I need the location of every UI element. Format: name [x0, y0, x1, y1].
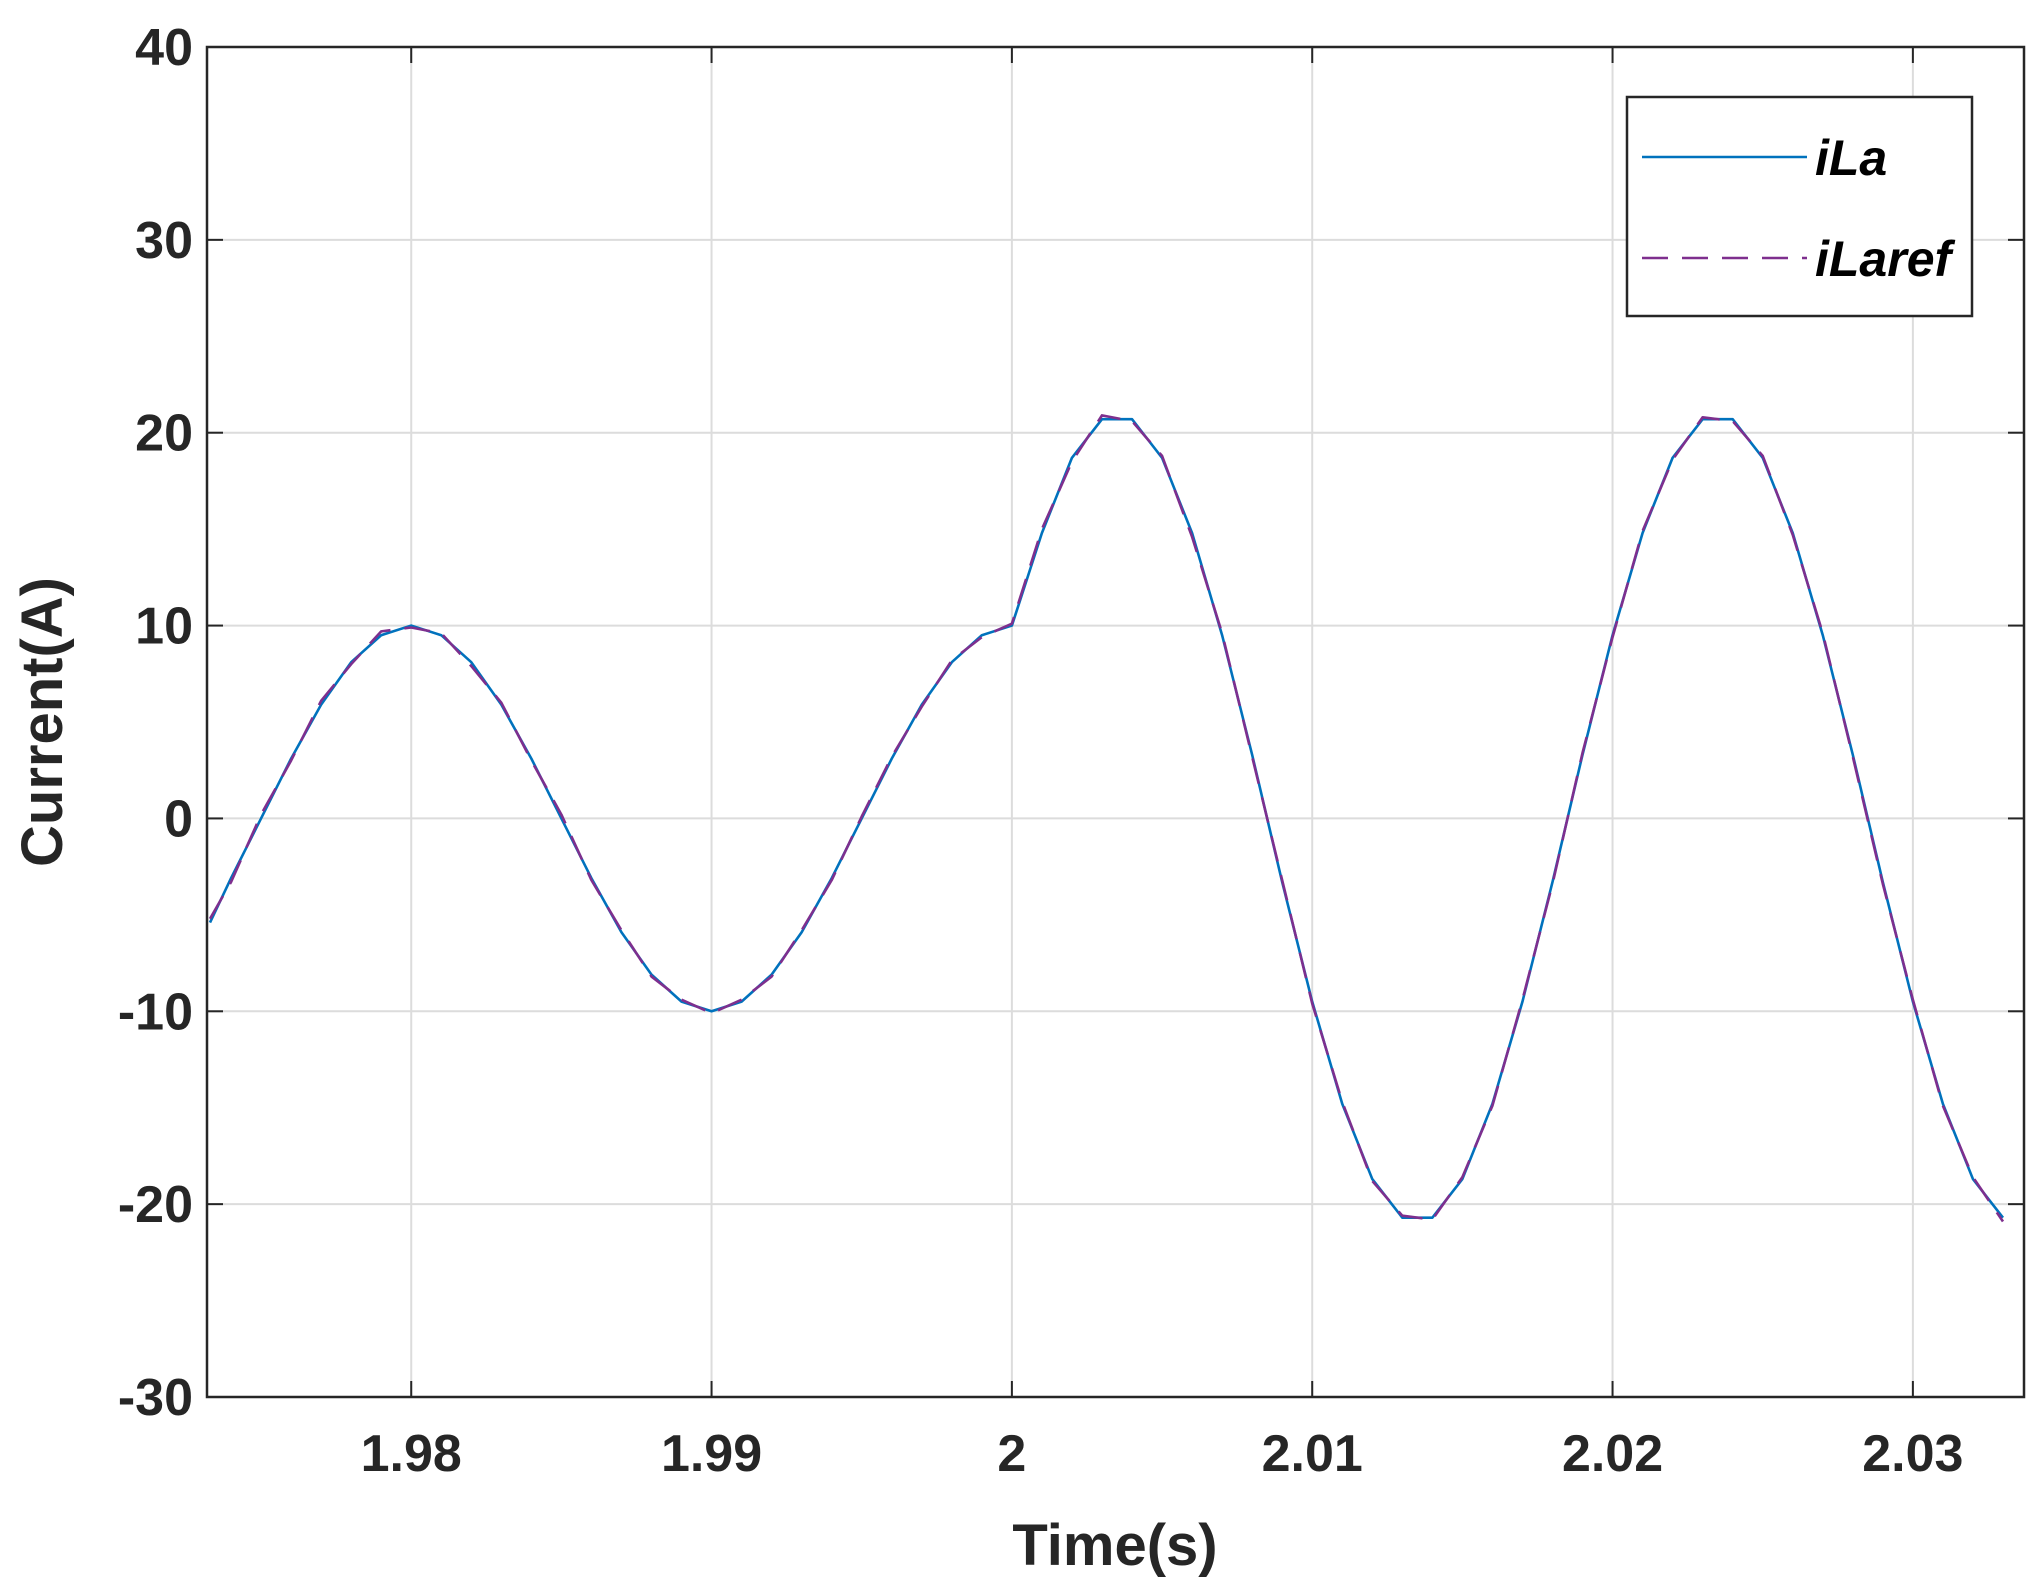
y-tick-label: -20 [118, 1176, 193, 1234]
legend-box [1625, 95, 1974, 318]
y-tick-label: 0 [164, 790, 193, 848]
y-tick-label: 20 [135, 405, 193, 463]
legend-label: iLa [1815, 130, 1887, 186]
x-tick-label: 1.99 [661, 1425, 762, 1483]
y-tick-label: -30 [118, 1369, 193, 1427]
x-tick-label: 2 [997, 1425, 1026, 1483]
y-tick-label: -10 [118, 983, 193, 1041]
y-tick-label: 30 [135, 212, 193, 270]
x-tick-label: 2.03 [1862, 1425, 1963, 1483]
legend-label: iLaref [1815, 231, 1956, 287]
y-tick-label: 40 [135, 19, 193, 77]
x-axis-label: Time(s) [1012, 1513, 1217, 1578]
series-line [208, 414, 2005, 1223]
x-tick-label: 2.01 [1262, 1425, 1363, 1483]
y-tick-label: 10 [135, 598, 193, 656]
x-tick-label: 2.02 [1562, 1425, 1663, 1483]
x-tick-label: 1.98 [361, 1425, 462, 1483]
y-axis-label: Current(A) [10, 577, 75, 867]
axes-box [205, 45, 2026, 1399]
